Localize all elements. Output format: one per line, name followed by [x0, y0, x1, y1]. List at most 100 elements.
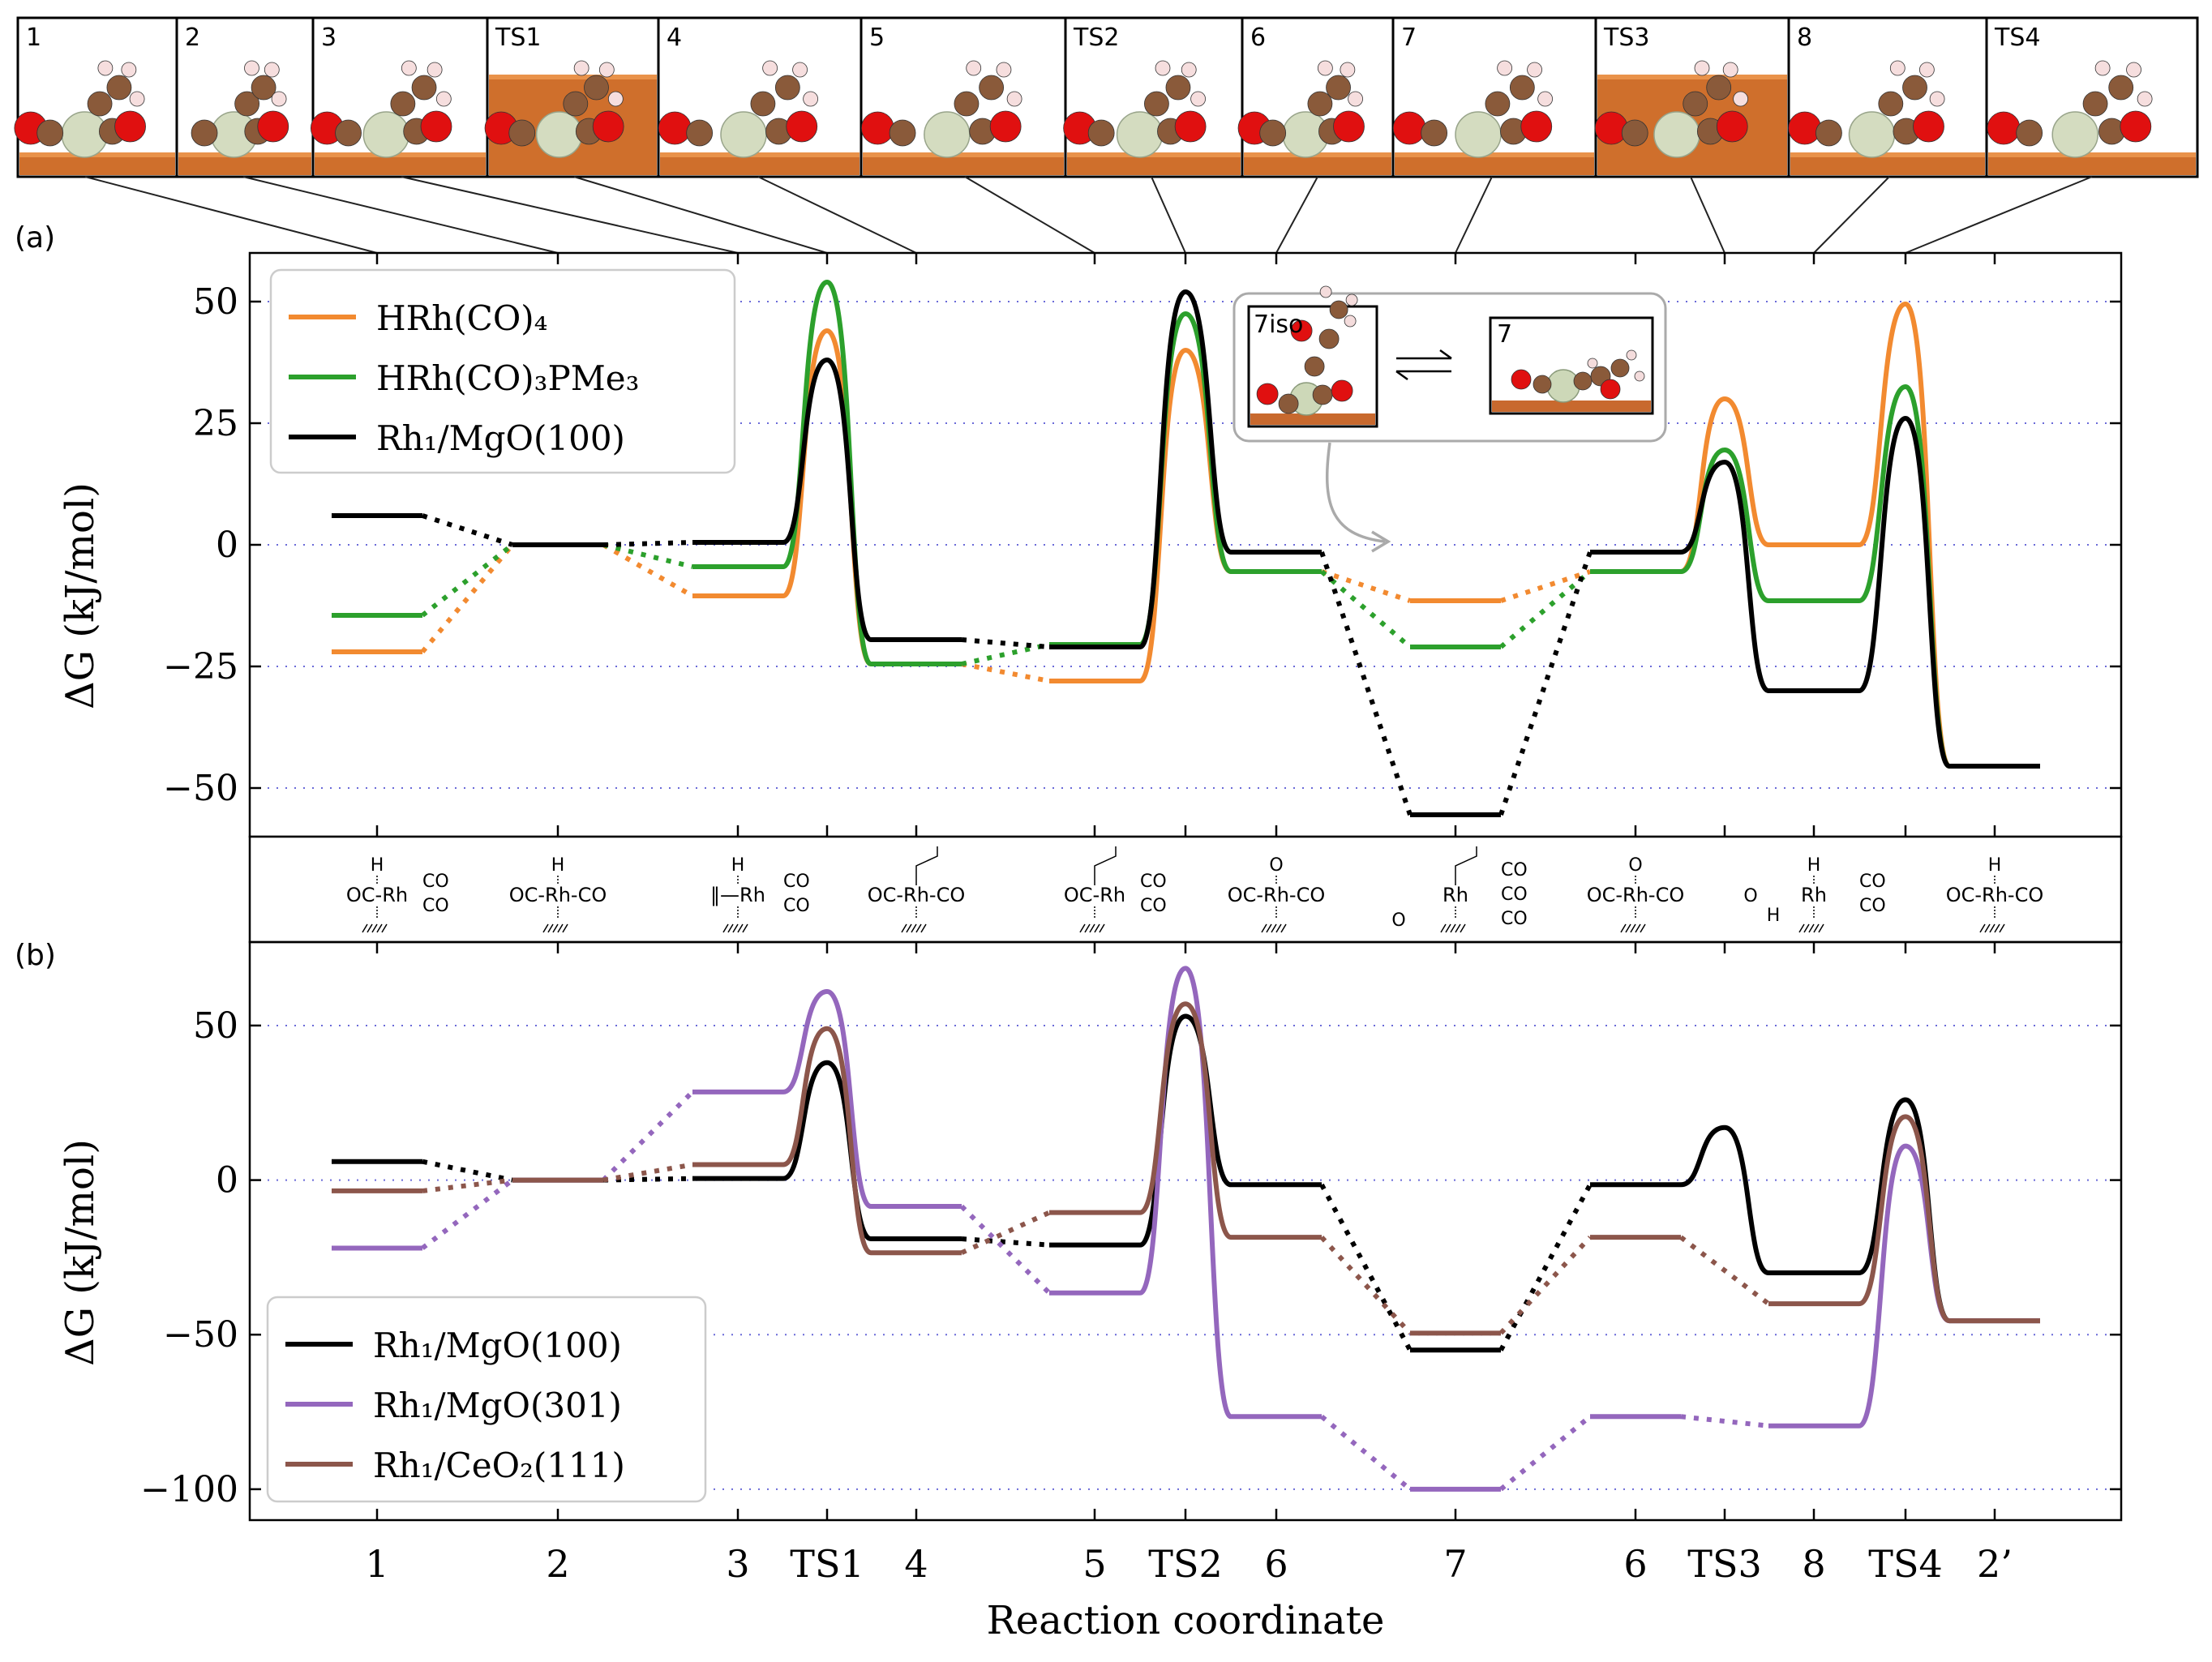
- ts-curve-ts2: [1138, 966, 1233, 1420]
- legend-label: HRh(CO)₄: [376, 298, 547, 338]
- connector-4-5: [961, 637, 1050, 649]
- snapshot-connector-8: [1813, 176, 1890, 254]
- atom: [860, 111, 894, 145]
- atom: [1278, 393, 1299, 414]
- atom: [1913, 110, 1944, 143]
- structure-co-ligand: CO: [1140, 896, 1167, 916]
- atom: [1683, 91, 1708, 117]
- inset-7iso-scene-surface: [1250, 413, 1375, 425]
- snapshot-label: TS4: [1994, 24, 2040, 52]
- connector-1-2: [422, 1159, 513, 1183]
- structure-top-atom: H: [731, 855, 745, 876]
- atom: [1537, 91, 1554, 107]
- structure-alkyl-chain: [915, 846, 938, 885]
- atom: [1317, 60, 1333, 76]
- structure-2p: OC-Rh-CO H: [1946, 855, 2044, 933]
- ts-curve-ts3: [1680, 459, 1770, 693]
- structure-core: OC-Rh-CO: [1587, 884, 1685, 906]
- atom: [1600, 379, 1621, 400]
- x-tick-label-1: 1: [365, 1542, 388, 1586]
- structure-top-atom: H: [1807, 855, 1821, 876]
- equilibrium-back-arrow: [1395, 370, 1451, 381]
- atom: [1722, 62, 1738, 78]
- atom: [1318, 328, 1340, 349]
- snapshot-7: 7: [1391, 16, 1597, 178]
- atom: [954, 91, 980, 117]
- x-tick-label-6: 6: [1264, 1542, 1288, 1586]
- snapshot-connector-4: [757, 176, 917, 254]
- structure-core: OC-Rh: [1064, 884, 1125, 906]
- surface-highlight: [660, 152, 860, 157]
- ts-curve-ts3: [1680, 1124, 1770, 1275]
- atom: [508, 119, 536, 147]
- surface-highlight: [1067, 152, 1241, 157]
- inset-left-label: 7iso: [1254, 311, 1303, 339]
- ts-curve-ts2: [1138, 289, 1232, 649]
- atom: [129, 91, 145, 107]
- surface-hatch: [727, 923, 734, 933]
- x-tick-label-ts4: TS4: [1868, 1542, 1942, 1586]
- atom: [1587, 358, 1598, 369]
- surface-hatch: [362, 923, 368, 933]
- atom: [1929, 91, 1945, 107]
- legend-box: [266, 1296, 707, 1503]
- structure-top-atom: H: [371, 855, 384, 876]
- structure-co-ligand: CO: [783, 896, 810, 916]
- snapshot-3: 3: [310, 16, 489, 178]
- atom: [1259, 119, 1287, 147]
- surface-hatch: [1275, 923, 1282, 933]
- surface-highlight: [863, 152, 1064, 157]
- connector-4-5: [961, 662, 1050, 683]
- connector-6-7: [1320, 569, 1412, 649]
- atom: [1889, 60, 1905, 76]
- x-tick-label-2: 2: [546, 1542, 569, 1586]
- surface-hatch: [1999, 923, 2005, 933]
- a-ytick-label: 50: [193, 281, 238, 323]
- atom: [1527, 62, 1542, 78]
- surface-hatch: [1813, 923, 1820, 933]
- rh-atom: [720, 111, 767, 158]
- atom: [435, 91, 452, 107]
- atom: [1421, 119, 1448, 147]
- x-tick-label-7: 7: [1443, 1542, 1467, 1586]
- inset-right-label: 7: [1497, 320, 1512, 349]
- snapshot-ts1: TS1: [484, 16, 660, 178]
- atom: [1485, 91, 1511, 117]
- atom: [1333, 110, 1365, 143]
- atom: [1497, 60, 1513, 76]
- connector-4-5: [960, 1210, 1051, 1255]
- structure-extra-atom: O: [1391, 910, 1405, 931]
- connector-7-6b: [1498, 1183, 1593, 1351]
- structure-co-ligand: CO: [1859, 896, 1886, 916]
- atom: [1181, 62, 1197, 78]
- atom: [1987, 111, 2021, 145]
- structure-core: OC-Rh-CO: [1228, 884, 1326, 906]
- b-ytick-label: 0: [216, 1160, 238, 1202]
- snapshot-connector-ts4: [1905, 176, 2093, 254]
- atom: [1694, 60, 1710, 76]
- surface-hatch: [552, 923, 559, 933]
- atom: [257, 110, 289, 143]
- x-axis-label: Reaction coordinate: [987, 1598, 1385, 1643]
- structure-top-atom: O: [1269, 855, 1283, 876]
- atom: [1878, 91, 1904, 117]
- structure-2: OC-Rh-CO H: [509, 855, 607, 933]
- atom: [97, 60, 114, 76]
- series-rh-mgo-100: [332, 289, 2040, 817]
- inset-pointer-arrow: [1325, 442, 1386, 543]
- surface-hatch: [1079, 923, 1086, 933]
- atom: [889, 119, 916, 147]
- atom: [966, 60, 982, 76]
- atom: [264, 62, 280, 78]
- snapshot-label: 4: [667, 24, 682, 52]
- snapshot-label: TS3: [1603, 24, 1649, 52]
- surface-hatch: [915, 923, 922, 933]
- atom: [1326, 75, 1351, 101]
- surface-highlight: [1790, 152, 1985, 157]
- atom: [1815, 119, 1842, 147]
- structure-core: OC-Rh-CO: [1946, 884, 2044, 906]
- surface-hatch: [371, 923, 378, 933]
- snapshot-label: 6: [1250, 24, 1266, 52]
- surface-hatch: [1803, 923, 1810, 933]
- atom: [1304, 356, 1325, 377]
